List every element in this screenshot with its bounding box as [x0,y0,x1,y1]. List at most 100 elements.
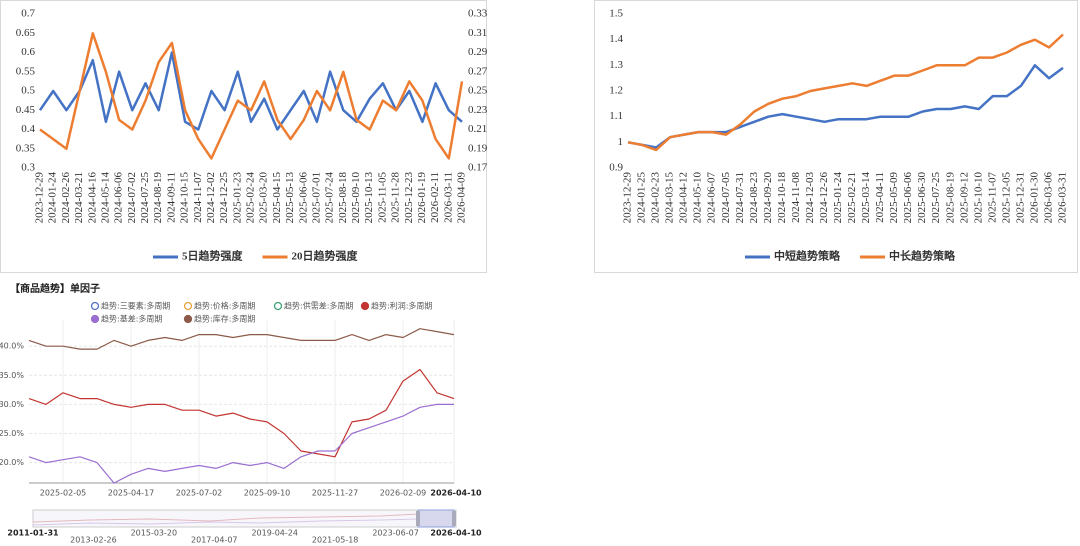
y-tick-label: 0.9 [609,162,623,174]
zoom-label: 2011-01-31 [7,529,59,538]
zoom-preview [32,513,419,523]
y-tick-label: 0.6 [21,46,35,58]
y2-tick-label: 0.23 [468,104,488,116]
x-tick-label: 2025-03-14 [860,172,872,224]
y2-tick-label: 0.33 [468,8,488,20]
x-tick-label: 2024-05-10 [692,172,704,224]
chart-title: 【商品趋势】单因子 [10,282,100,295]
x-tick-label: 2025-04-15 [271,172,283,224]
legend-swatch [273,301,283,311]
x-tick-label: 2026-03-31 [1057,172,1069,223]
x-tick-label: 2024-07-31 [734,172,746,223]
x-tick-label: 2025-08-18 [337,172,349,224]
legend-label[interactable]: 趋势:三要素:多周期 [101,301,170,311]
x-tick-label: 2026-01-19 [416,172,428,224]
x-tick-label: 2024-01-24 [47,172,59,224]
zoom-label: 2013-02-26 [70,536,117,545]
legend-label: 5日趋势强度 [182,249,243,263]
y-tick-label: 0.4 [21,123,35,135]
legend-swatch [360,301,370,311]
x-tick-label: 2025-06-30 [916,172,928,224]
series-line [28,328,455,350]
x-tick-label: 2024-04-16 [86,172,98,224]
x-tick-label: 2025-10-10 [972,172,984,224]
x-tick-label: 2025-11-28 [390,172,402,223]
y-tick-label: 1 [618,136,624,148]
y-tick-label: 0.35 [16,142,36,154]
x-tick-label: 2025-10-13 [363,172,375,224]
legend-swatch [90,314,100,324]
x-tick-label: 2025-01-23 [231,172,243,224]
legend-label: 20日趋势强度 [292,249,359,263]
x-tick-label: 2024-09-11 [165,172,177,223]
legend-swatch [183,301,193,311]
x-tick-label: 2024-01-25 [636,172,648,224]
x-tick-label: 2025-11-05 [376,172,388,223]
x-tick-label: 2025-12-23 [403,172,415,224]
x-tick-label: 2024-08-19 [152,172,164,224]
x-tick-label: 2024-02-26 [60,172,72,224]
x-tick-label: 2026-03-06 [1042,172,1054,224]
x-tick-label: 2024-11-08 [790,172,802,223]
x-tick-label: 2026-02-09 [380,489,427,498]
series-line [28,368,455,458]
y-tick-label: 0.65 [16,27,36,39]
x-tick-label: 2024-12-02 [205,172,217,223]
zoom-label: 2019-04-24 [251,529,298,538]
x-tick-label: 2026-02-11 [429,172,441,223]
x-tick-label: 2025-08-19 [944,172,956,224]
x-tick-label: 2025-02-05 [40,489,87,498]
y2-tick-label: 0.25 [468,85,488,97]
x-tick-label: 2024-09-20 [762,172,774,224]
zoom-handle[interactable] [416,511,420,526]
zoom-window[interactable] [417,509,455,528]
x-tick-label: 2025-12-05 [1000,172,1012,224]
zoom-label: 2026-04-10 [430,529,482,538]
y-tick-label: 1.3 [609,59,623,71]
legend-label: 中长趋势策略 [889,249,956,263]
x-tick-label: 2025-05-13 [284,172,296,224]
zoom-label: 2023-06-07 [372,529,419,538]
y-tick-label: 30.0% [0,400,24,409]
x-tick-label: 2026-04-09 [456,172,468,224]
y-tick-label: 1.2 [609,85,623,97]
x-tick-label: 2024-07-25 [139,172,151,224]
x-tick-label: 2024-10-15 [179,172,191,224]
legend-label[interactable]: 趋势:库存:多周期 [194,314,255,324]
x-tick-label: 2025-05-09 [888,172,900,224]
legend-label[interactable]: 趋势:供需差:多周期 [284,301,353,311]
x-tick-label: 2024-11-07 [192,172,204,223]
zoom-label: 2015-03-20 [131,529,178,538]
legend-label[interactable]: 趋势:利润:多周期 [371,301,432,311]
x-tick-label: 2025-12-31 [1014,172,1026,223]
legend-label: 中短趋势策略 [774,249,841,263]
x-tick-label: 2025-02-24 [245,172,257,224]
x-tick-label: 2025-01-24 [832,172,844,224]
x-tick-label: 2025-07-02 [176,489,223,498]
x-tick-label: 2024-06-06 [113,172,125,224]
legend-label[interactable]: 趋势:基差:多周期 [101,314,162,324]
y-tick-label: 1.5 [609,8,623,20]
x-tick-label: 2025-07-24 [324,172,336,224]
x-tick-label: 2025-04-17 [108,489,155,498]
x-tick-label: 2024-12-03 [804,172,816,224]
y-tick-label: 0.5 [21,85,35,97]
zoom-handle[interactable] [452,511,456,526]
x-tick-label: 2025-03-20 [258,172,270,224]
y2-tick-label: 0.19 [468,142,488,154]
x-tick-label: 2024-08-23 [748,172,760,224]
x-tick-label: 2025-06-06 [902,172,914,224]
legend-label[interactable]: 趋势:价格:多周期 [194,301,255,311]
y-tick-label: 35.0% [0,371,24,380]
x-tick-label: 2025-06-06 [297,172,309,224]
y2-tick-label: 0.31 [468,27,487,39]
x-tick-label: 2026-03-11 [442,172,454,223]
x-tick-label: 2024-07-02 [126,172,138,223]
x-tick-label: 2025-09-12 [958,172,970,223]
series-line [39,32,464,160]
x-tick-label: 2025-04-11 [874,172,886,223]
series-line [627,64,1064,149]
x-tick-label: 2024-05-14 [99,172,111,224]
y-tick-label: 0.3 [21,162,35,174]
y-tick-label: 40.0% [0,342,24,351]
